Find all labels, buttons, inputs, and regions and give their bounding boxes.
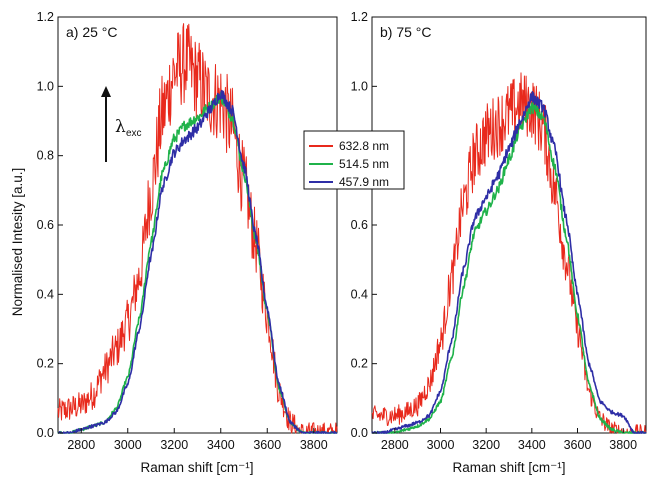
y-tick-label: 1.0 [351,79,368,93]
panel-b-frame [372,17,646,433]
panel-b: 280030003200340036003800 0.00.20.40.60.8… [351,10,646,475]
x-tick-label: 3000 [427,438,455,452]
x-tick-label: 3200 [160,438,188,452]
x-tick-label: 2800 [381,438,409,452]
x-tick-label: 3400 [518,438,546,452]
panel-a-series [58,24,337,433]
series-line-514-5-nm [58,93,337,433]
legend-items: 632.8 nm 514.5 nm 457.9 nm [309,139,389,189]
series-line-514-5-nm [372,103,646,433]
legend-label: 632.8 nm [339,139,389,153]
y-tick-label: 0.6 [37,218,54,232]
panel-b-x-ticks: 2800 3000 3200 3400 3600 3800 [381,428,637,452]
series-line-632-8-nm [58,24,337,433]
y-axis-title: Normalised Intesity [a.u.] [10,168,25,317]
y-tick-label: 0.4 [37,287,54,301]
y-tick-label: 1.0 [37,79,54,93]
legend: 632.8 nm 514.5 nm 457.9 nm [304,131,404,189]
legend-label: 514.5 nm [339,157,389,171]
panel-a-x-ticks: 2800 3000 3200 3400 3600 3800 [67,428,327,452]
lambda-symbol: λ [115,117,126,137]
panel-a-label: a) 25 °C [66,24,118,40]
series-line-457-9-nm [372,92,646,433]
lambda-subscript: exc [126,128,142,139]
y-tick-label: 0.2 [37,357,54,371]
y-tick-label: 1.2 [351,10,368,24]
x-tick-label: 3200 [472,438,500,452]
panel-b-y-ticks: 0.00.20.40.60.81.01.2 [351,10,377,440]
x-tick-label: 2800 [67,438,95,452]
panel-b-series [372,73,646,433]
y-tick-label: 0.0 [37,426,54,440]
x-tick-label: 3400 [207,438,235,452]
panel-b-x-axis-title: Raman shift [cm⁻¹] [453,460,566,475]
y-tick-label: 0.2 [351,357,368,371]
panel-a-y-ticks: 0.0 0.2 0.4 0.6 0.8 1.0 1.2 [37,10,63,440]
x-tick-label: 3800 [609,438,637,452]
y-tick-label: 0.6 [351,218,368,232]
legend-label: 457.9 nm [339,175,389,189]
series-line-632-8-nm [372,73,646,433]
y-tick-label: 0.0 [351,426,368,440]
x-tick-label: 3600 [564,438,592,452]
panel-a: 2800 3000 3200 3400 3600 3800 0.0 0.2 0.4 0.6 0.8… [37,10,337,475]
excitation-wavelength-annotation: λ exc [101,86,142,162]
y-tick-label: 0.4 [351,287,368,301]
x-tick-label: 3600 [253,438,281,452]
x-tick-label: 3800 [300,438,328,452]
panel-b-label: b) 75 °C [380,24,432,40]
y-tick-label: 1.2 [37,10,54,24]
series-line-457-9-nm [58,91,337,433]
x-tick-label: 3000 [114,438,142,452]
y-tick-label: 0.8 [37,149,54,163]
panel-a-x-axis-title: Raman shift [cm⁻¹] [141,460,254,475]
arrow-head-icon [101,86,111,97]
